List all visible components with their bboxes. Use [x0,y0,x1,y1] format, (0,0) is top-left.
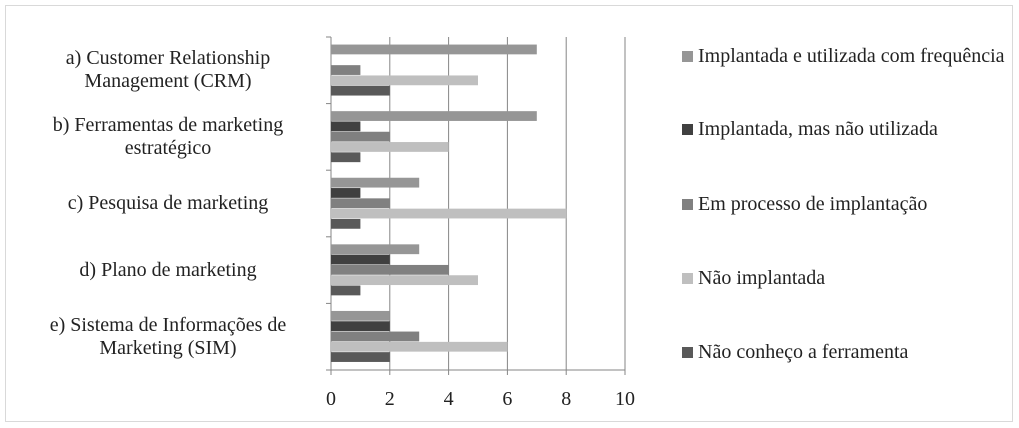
bar [331,198,390,209]
bar [331,275,478,286]
legend-swatch [682,347,693,358]
bar [331,264,449,275]
y-tick-label: e) Sistema de Informações de Marketing (… [49,313,287,359]
bar [331,85,390,96]
legend-swatch [682,51,693,62]
legend-item: Não implantada [682,262,1012,295]
legend-label: Não implantada [698,267,826,289]
bar [331,121,361,132]
legend-label: Não conheço a ferramenta [698,341,909,363]
legend-label: Implantada, mas não utilizada [698,118,938,140]
bar [331,75,478,86]
bar [331,152,361,163]
bar [331,65,361,75]
bar [331,244,420,255]
x-tick-label: 8 [561,388,571,410]
y-tick-label: b) Ferramentas de marketing estratégico [52,113,284,159]
x-tick-label: 10 [615,388,635,410]
y-tick-label: d) Plano de marketing [79,258,257,281]
legend-swatch [682,273,693,284]
bar [331,285,361,296]
x-tick-label: 0 [326,388,336,410]
legend-item: Não conheço a ferramenta [682,336,1012,369]
bar [331,111,537,121]
bar [331,177,420,188]
bar [331,218,361,229]
x-tick-label: 4 [444,388,454,410]
legend-item: Implantada, mas não utilizada [682,113,1012,146]
bar [331,341,508,352]
bar [331,352,390,362]
y-tick-label: c) Pesquisa de marketing [67,191,269,214]
bar [331,331,420,342]
bar [331,254,390,265]
legend-item: Em processo de implantação [682,188,1012,221]
legend-swatch [682,124,693,135]
bar [331,188,361,198]
bar [331,321,390,332]
x-tick-label: 6 [502,388,512,410]
bar [331,142,449,152]
legend-item: Implantada e utilizada com frequência [682,40,1012,73]
legend-swatch [682,199,693,210]
x-tick-label: 2 [385,388,395,410]
bar [331,310,390,321]
bar [331,208,567,219]
bar [331,131,390,142]
bar [331,44,537,55]
legend-label: Em processo de implantação [698,193,928,215]
legend-label: Implantada e utilizada com frequência [698,45,1005,67]
y-tick-label: a) Customer Relationship Management (CRM… [65,47,271,93]
frame [5,5,1013,422]
